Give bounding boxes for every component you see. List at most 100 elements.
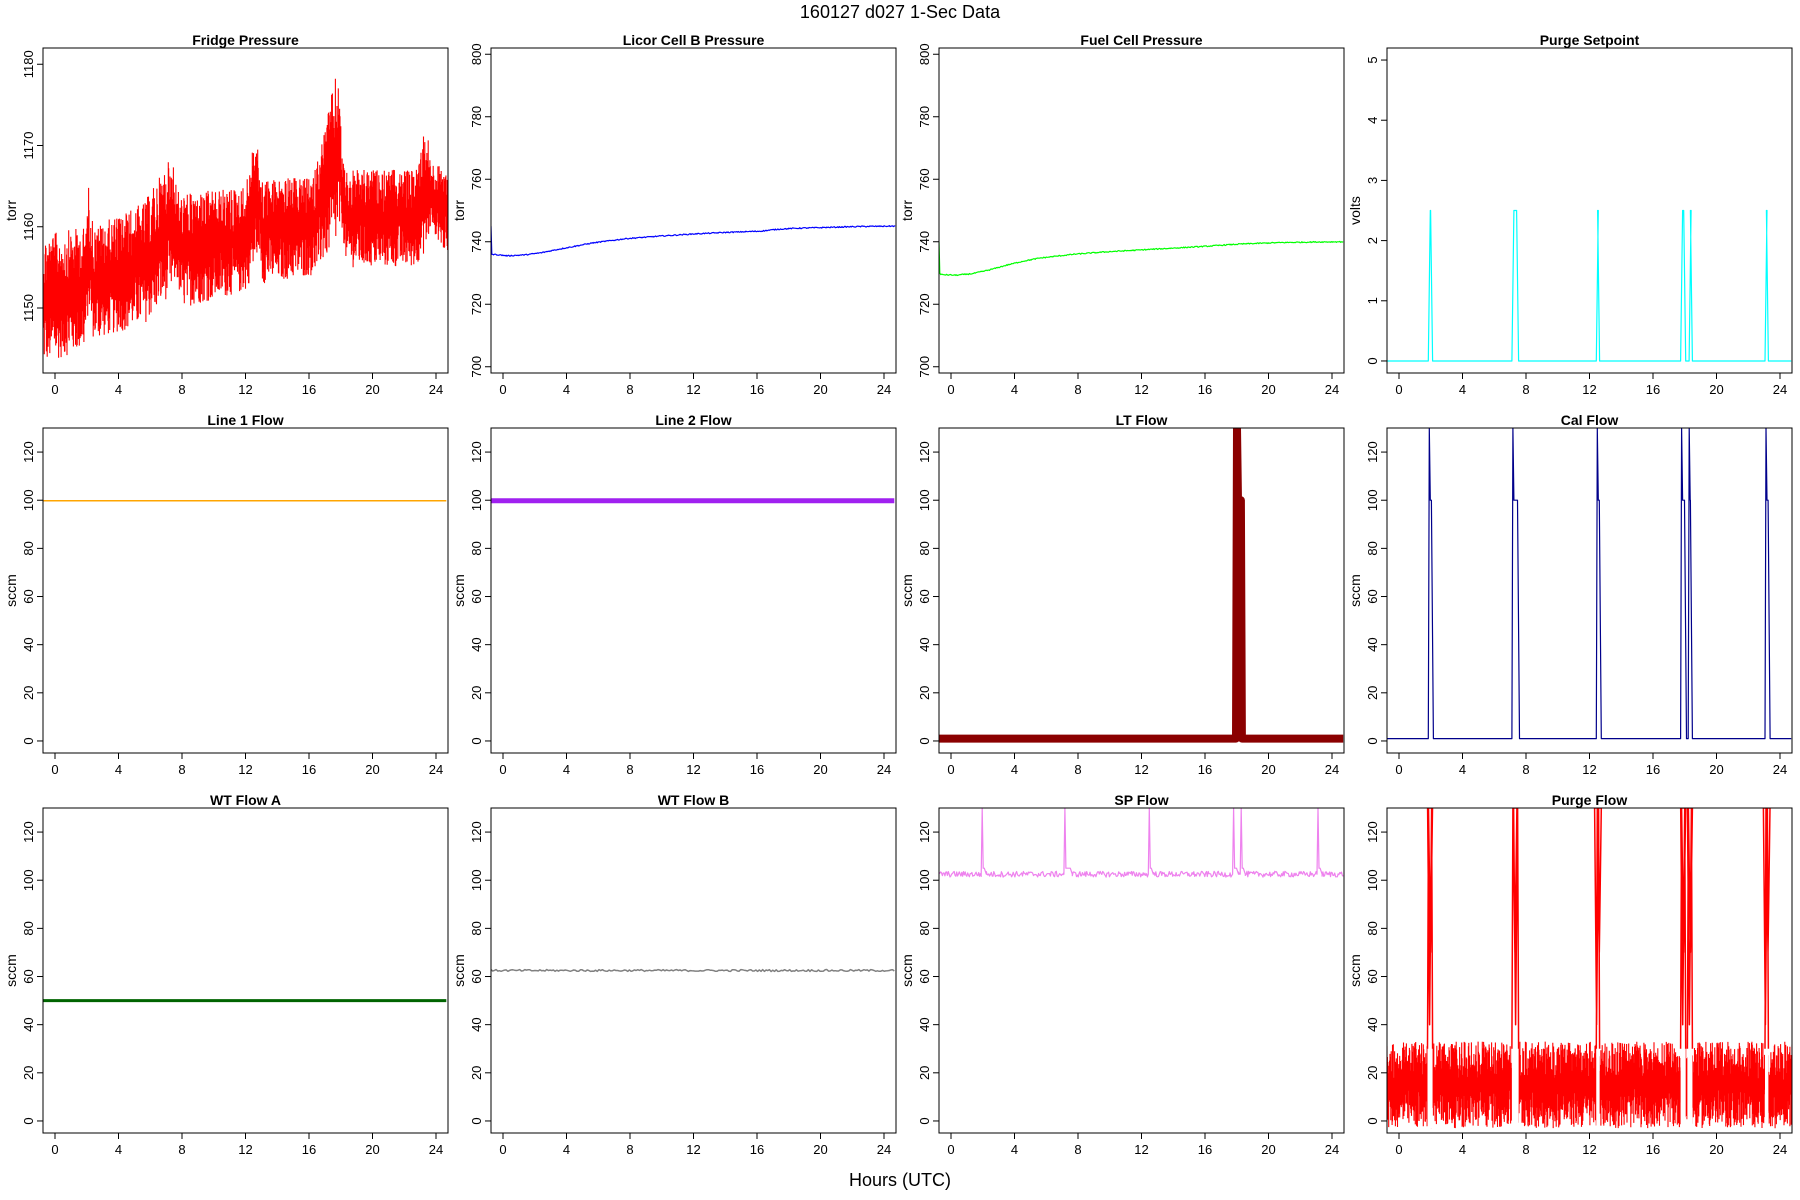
pulse-gap <box>1765 1041 1769 1129</box>
y-tick-label: 40 <box>21 1017 36 1031</box>
y-tick-label: 120 <box>1365 441 1380 463</box>
y-tick-label: 40 <box>917 637 932 651</box>
x-tick-label: 12 <box>238 382 252 397</box>
x-tick-label: 24 <box>877 762 891 777</box>
x-tick-label: 24 <box>1325 762 1339 777</box>
panel-6: Line 2 Flow 0 4 8 12 16 20 24 0 20 40 60 80 100 120 scc… <box>451 412 897 777</box>
y-tick-label: 0 <box>917 737 932 744</box>
y-tick-label: 740 <box>917 231 932 253</box>
y-tick-label: 20 <box>917 686 932 700</box>
y-tick-label: 80 <box>21 921 36 935</box>
y-axis-label: torr <box>451 200 467 221</box>
panel-10: WT Flow B 0 4 8 12 16 20 24 0 20 40 60 80 100 120 sccm <box>451 792 897 1157</box>
x-tick-label: 24 <box>429 382 443 397</box>
series-line <box>1387 209 1792 362</box>
y-tick-label: 60 <box>1365 969 1380 983</box>
x-tick-label: 16 <box>302 1142 316 1157</box>
plot-frame <box>1386 427 1793 754</box>
x-tick-label: 24 <box>1325 1142 1339 1157</box>
x-tick-label: 0 <box>1395 1142 1402 1157</box>
x-tick-label: 16 <box>302 382 316 397</box>
y-tick-label: 740 <box>469 231 484 253</box>
y-tick-label: 0 <box>21 737 36 744</box>
y-tick-label: 120 <box>21 441 36 463</box>
y-tick-label: 100 <box>1365 489 1380 511</box>
y-tick-label: 80 <box>1365 541 1380 555</box>
x-tick-label: 0 <box>499 382 506 397</box>
y-tick-label: 40 <box>469 637 484 651</box>
x-tick-label: 12 <box>1582 1142 1596 1157</box>
panel-title: WT Flow A <box>210 792 281 808</box>
x-tick-label: 4 <box>563 1142 570 1157</box>
figure-title: 160127 d027 1-Sec Data <box>799 2 1001 22</box>
y-tick-label: 80 <box>469 541 484 555</box>
panel-title: WT Flow B <box>658 792 730 808</box>
series-line <box>491 968 895 973</box>
x-tick-label: 4 <box>1459 382 1466 397</box>
series-8 <box>1387 428 1792 740</box>
y-axis-label: sccm <box>899 574 915 607</box>
panel-title: Line 1 Flow <box>207 412 283 428</box>
series-noise-band <box>1387 1041 1792 1129</box>
x-tick-label: 8 <box>178 762 185 777</box>
x-tick-label: 16 <box>1198 382 1212 397</box>
x-tick-label: 16 <box>1646 1142 1660 1157</box>
x-tick-label: 4 <box>563 382 570 397</box>
x-tick-label: 0 <box>499 762 506 777</box>
y-tick-label: 40 <box>21 637 36 651</box>
y-tick-label: 100 <box>917 489 932 511</box>
x-tick-label: 12 <box>686 762 700 777</box>
y-tick-label: 1180 <box>21 50 36 78</box>
panel-title: Cal Flow <box>1561 412 1619 428</box>
y-tick-label: 100 <box>917 869 932 891</box>
y-tick-label: 80 <box>1365 921 1380 935</box>
pulse-4 <box>1679 808 1687 1049</box>
y-tick-label: 60 <box>1365 589 1380 603</box>
y-tick-label: 720 <box>469 293 484 315</box>
y-tick-label: 120 <box>469 821 484 843</box>
y-tick-label: 20 <box>21 686 36 700</box>
y-tick-label: 780 <box>469 106 484 128</box>
pulse-2 <box>1511 808 1520 1049</box>
x-tick-label: 12 <box>1134 762 1148 777</box>
panel-3: Fuel Cell Pressure 0 4 8 12 16 20 24 700 720 740 76… <box>899 32 1345 397</box>
x-tick-label: 8 <box>1522 762 1529 777</box>
panel-5: Line 1 Flow 0 4 8 12 16 20 24 0 20 40 60 80 100 120 scc… <box>3 412 449 777</box>
x-tick-label: 4 <box>1011 382 1018 397</box>
x-tick-label: 4 <box>1459 1142 1466 1157</box>
y-axis-label: sccm <box>899 954 915 987</box>
plot-frame <box>938 427 1345 754</box>
series-1 <box>43 78 448 358</box>
y-tick-label: 100 <box>21 489 36 511</box>
y-tick-label: 800 <box>469 43 484 65</box>
x-tick-label: 8 <box>178 382 185 397</box>
x-tick-label: 12 <box>1134 382 1148 397</box>
y-tick-label: 20 <box>1365 686 1380 700</box>
y-tick-label: 0 <box>917 1117 932 1124</box>
x-tick-label: 4 <box>115 382 122 397</box>
figure-x-axis-label: Hours (UTC) <box>849 1170 951 1190</box>
plot-frame <box>490 47 897 374</box>
plot-frame <box>42 427 449 754</box>
x-tick-label: 16 <box>302 762 316 777</box>
pulse-gap <box>1511 1041 1519 1129</box>
x-tick-label: 20 <box>813 382 827 397</box>
y-tick-label: 20 <box>21 1066 36 1080</box>
y-axis-label: torr <box>3 200 19 221</box>
y-tick-label: 100 <box>21 869 36 891</box>
y-tick-label: 700 <box>469 356 484 378</box>
plot-frame <box>42 807 449 1134</box>
panel-title: Fuel Cell Pressure <box>1080 32 1202 48</box>
pulse-5 <box>1686 808 1694 1049</box>
y-tick-label: 80 <box>917 921 932 935</box>
y-tick-label: 760 <box>469 168 484 190</box>
x-tick-label: 20 <box>1261 382 1275 397</box>
x-tick-label: 4 <box>115 1142 122 1157</box>
y-tick-label: 60 <box>469 589 484 603</box>
panel-8: Cal Flow 0 4 8 12 16 20 24 0 20 40 60 80 100 120 sccm <box>1347 412 1793 777</box>
x-tick-label: 20 <box>813 1142 827 1157</box>
x-tick-label: 0 <box>51 1142 58 1157</box>
y-tick-label: 80 <box>917 541 932 555</box>
x-tick-label: 24 <box>1773 382 1787 397</box>
y-tick-label: 2 <box>1365 237 1380 244</box>
